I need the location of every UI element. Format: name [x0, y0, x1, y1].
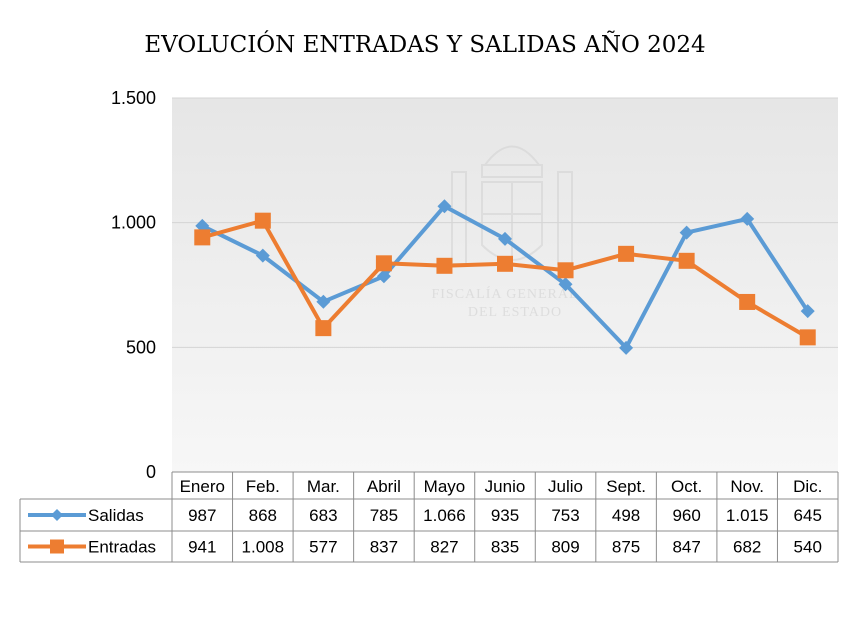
y-axis-tick-labels: 0 500 1.000 1.500 — [111, 88, 156, 482]
data-point — [800, 304, 815, 319]
x-tick-label: Junio — [485, 477, 526, 496]
data-label: 785 — [370, 506, 398, 525]
x-tick-label: Abril — [367, 477, 401, 496]
data-point — [255, 248, 270, 263]
data-label: 827 — [430, 538, 458, 557]
x-tick-label: Mar. — [307, 477, 340, 496]
x-tick-label: Nov. — [730, 477, 764, 496]
legend-entry: Salidas — [88, 506, 144, 525]
data-point — [316, 294, 331, 309]
data-point — [739, 293, 756, 310]
coat-of-arms-icon — [451, 145, 573, 265]
data-point — [557, 262, 574, 279]
data-point — [375, 255, 392, 272]
data-label: 1.008 — [242, 538, 285, 557]
x-tick-label: Dic. — [793, 477, 822, 496]
data-point — [254, 212, 271, 229]
x-tick-label: Feb. — [246, 477, 280, 496]
data-table: Enero Feb. Mar. Abril Mayo Junio Julio Sept. Oct… — [19, 471, 839, 563]
data-point — [558, 277, 573, 292]
data-point — [194, 229, 211, 246]
data-label: 645 — [794, 506, 822, 525]
data-point — [436, 257, 453, 274]
data-point — [498, 231, 512, 246]
plot-area — [172, 98, 838, 472]
data-label: 682 — [733, 538, 761, 557]
watermark-line-1: FISCALÍA GENERAL — [431, 285, 578, 302]
data-label: 987 — [188, 506, 216, 525]
y-tick-label: 500 — [126, 337, 156, 357]
data-label: 683 — [309, 506, 337, 525]
watermark: FISCALÍA GENERAL DEL ESTADO — [431, 145, 578, 320]
data-point — [619, 340, 634, 355]
y-tick-label: 1.500 — [111, 88, 156, 108]
data-label: 941 — [188, 538, 216, 557]
x-tick-label: Julio — [548, 477, 583, 496]
data-label: 753 — [551, 506, 579, 525]
series-salidas — [195, 199, 815, 355]
data-point — [315, 320, 332, 337]
series-entradas — [194, 212, 816, 346]
watermark-line-2: DEL ESTADO — [468, 305, 562, 320]
data-label: 837 — [370, 538, 398, 557]
data-label: 1.066 — [423, 506, 466, 525]
data-label: 540 — [794, 538, 822, 557]
data-label: 868 — [249, 506, 277, 525]
data-label: 1.015 — [726, 506, 769, 525]
data-point — [740, 211, 755, 226]
x-tick-label: Enero — [180, 477, 225, 496]
data-point — [678, 252, 695, 269]
data-label: 577 — [309, 538, 337, 557]
x-tick-label: Oct. — [671, 477, 702, 496]
data-label: 498 — [612, 506, 640, 525]
y-tick-label: 1.000 — [111, 213, 156, 233]
data-point — [618, 245, 635, 262]
chart-title: EVOLUCIÓN ENTRADAS Y SALIDAS AÑO 2024 — [144, 30, 705, 58]
y-tick-label: 0 — [146, 462, 156, 482]
data-label: 875 — [612, 538, 640, 557]
series-layer — [194, 199, 816, 355]
data-point — [799, 329, 816, 346]
data-label: 935 — [491, 506, 519, 525]
data-label: 835 — [491, 538, 519, 557]
x-tick-label: Sept. — [606, 477, 646, 496]
data-label: 847 — [672, 538, 700, 557]
legend-entry: Entradas — [88, 538, 156, 557]
data-point — [679, 225, 694, 240]
data-label: 960 — [672, 506, 700, 525]
x-tick-label: Mayo — [424, 477, 466, 496]
data-point — [437, 199, 452, 214]
data-label: 809 — [551, 538, 579, 557]
data-point — [497, 255, 513, 272]
legend-key-marker — [51, 509, 63, 521]
legend-key-marker — [50, 539, 64, 554]
data-point — [376, 269, 391, 284]
